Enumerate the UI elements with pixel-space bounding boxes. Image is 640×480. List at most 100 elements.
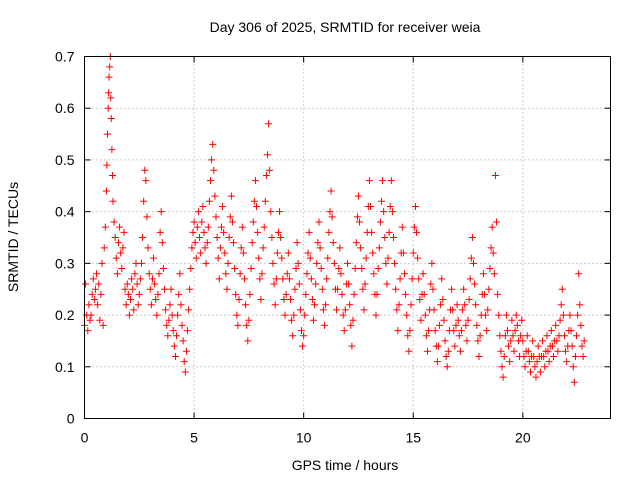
data-point xyxy=(225,234,233,241)
data-point xyxy=(215,275,223,283)
data-point xyxy=(545,358,553,366)
data-point xyxy=(250,197,258,205)
data-point xyxy=(179,337,187,345)
data-point xyxy=(205,197,213,205)
data-point xyxy=(450,327,458,335)
data-point xyxy=(337,270,345,278)
data-point xyxy=(491,171,499,179)
data-point xyxy=(511,327,519,335)
data-point xyxy=(133,280,141,288)
data-point xyxy=(282,290,290,298)
data-point xyxy=(273,249,281,257)
data-point xyxy=(312,280,320,288)
data-point xyxy=(287,296,295,304)
data-point xyxy=(249,218,257,226)
data-point xyxy=(121,285,129,293)
data-point xyxy=(376,218,384,226)
data-point xyxy=(251,177,259,185)
data-point xyxy=(339,311,347,319)
data-point xyxy=(414,254,422,262)
data-point xyxy=(513,321,521,329)
data-point xyxy=(335,265,343,273)
data-point xyxy=(387,177,395,185)
data-point xyxy=(479,270,487,278)
data-point xyxy=(129,285,137,293)
data-point xyxy=(567,327,575,335)
data-point xyxy=(151,280,159,288)
data-point xyxy=(433,358,441,366)
data-point xyxy=(207,177,215,185)
data-point xyxy=(86,316,94,324)
x-tick-label: 15 xyxy=(405,430,421,446)
data-point xyxy=(226,213,234,221)
data-point xyxy=(417,316,425,324)
data-point xyxy=(123,280,131,288)
data-point xyxy=(347,321,355,329)
data-point xyxy=(509,332,517,340)
data-point xyxy=(99,321,107,329)
data-point xyxy=(93,270,101,278)
data-point xyxy=(544,347,552,355)
data-point xyxy=(84,327,92,335)
tick-labels: 0 0.1 0.2 0.3 0.4 0.5 0.6 0.7 0 5 10 15 20 xyxy=(55,49,531,446)
data-point xyxy=(142,177,150,185)
y-tick-label: 0.3 xyxy=(55,255,75,271)
data-point xyxy=(370,270,378,278)
data-point xyxy=(532,373,540,381)
data-point xyxy=(553,337,561,345)
data-point xyxy=(455,332,463,340)
data-point xyxy=(310,316,318,324)
data-point xyxy=(475,352,483,360)
data-point xyxy=(82,280,90,288)
data-point xyxy=(484,306,492,314)
y-tick-label: 0 xyxy=(67,411,75,427)
data-point xyxy=(308,296,316,304)
data-point xyxy=(292,265,300,273)
data-point xyxy=(305,228,313,236)
data-point xyxy=(245,316,253,324)
data-point xyxy=(165,316,173,324)
data-point xyxy=(146,285,154,293)
data-point xyxy=(356,218,364,226)
data-point xyxy=(254,228,262,236)
data-point xyxy=(243,321,251,329)
data-point xyxy=(490,270,498,278)
data-point xyxy=(157,208,165,216)
data-point xyxy=(574,311,582,319)
data-point xyxy=(521,363,529,371)
data-point xyxy=(224,259,232,267)
data-point xyxy=(184,327,192,335)
data-point xyxy=(188,244,196,252)
data-point xyxy=(296,306,304,314)
data-point xyxy=(192,254,200,262)
data-point xyxy=(571,352,579,360)
data-point xyxy=(97,290,105,298)
data-point xyxy=(505,342,513,350)
data-point xyxy=(180,358,188,366)
data-point xyxy=(559,311,567,319)
x-tick-label: 0 xyxy=(81,430,89,446)
data-point xyxy=(136,275,144,283)
data-point xyxy=(448,285,456,293)
data-point xyxy=(221,249,229,257)
data-point xyxy=(525,358,533,366)
data-point xyxy=(437,301,445,309)
data-point xyxy=(334,285,342,293)
data-point xyxy=(102,187,110,195)
data-point xyxy=(185,306,193,314)
data-point xyxy=(304,249,312,257)
data-point xyxy=(501,332,509,340)
data-point xyxy=(106,63,114,71)
data-point xyxy=(262,171,270,179)
data-point xyxy=(352,239,360,247)
data-point xyxy=(467,254,475,262)
data-point xyxy=(171,352,179,360)
data-point xyxy=(160,285,168,293)
data-point xyxy=(152,296,160,304)
data-point xyxy=(349,316,357,324)
data-point xyxy=(297,327,305,335)
data-point xyxy=(384,254,392,262)
data-point xyxy=(506,358,514,366)
data-point xyxy=(348,342,356,350)
data-point xyxy=(176,270,184,278)
